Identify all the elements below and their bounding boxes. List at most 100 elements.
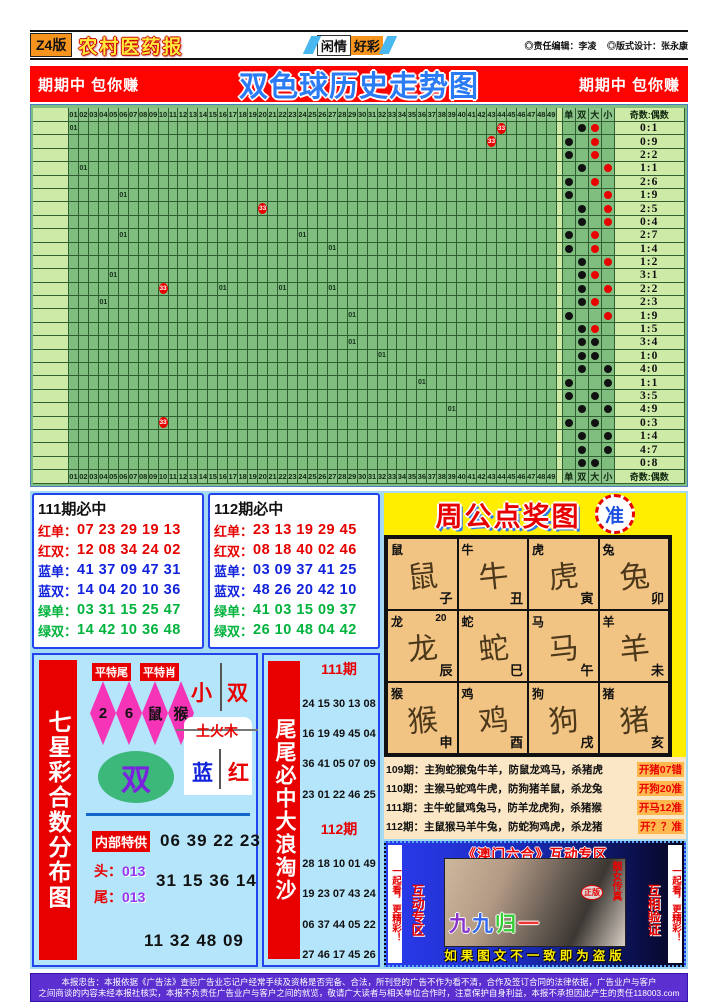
column-header: 22: [278, 470, 288, 485]
grid-cell: [297, 296, 308, 310]
diamond-item: 2: [90, 681, 116, 746]
grid-cell: [357, 175, 368, 189]
grid-cell: [397, 322, 408, 337]
separator-cell: [556, 188, 563, 203]
grid-cell: [238, 363, 249, 377]
grid-cell: [427, 202, 438, 216]
grid-cell: [248, 363, 259, 377]
grid-cell: [88, 443, 99, 457]
column-header: 25: [307, 108, 318, 122]
grid-cell: [496, 162, 507, 176]
grid-cell: [178, 429, 189, 444]
grid-cell: [238, 416, 249, 430]
grid-cell: [347, 255, 358, 270]
grid-cell: 01: [377, 349, 388, 364]
big-cell: [588, 162, 602, 176]
grid-cell: [198, 188, 209, 203]
grid-cell: [268, 376, 279, 390]
grid-cell: [347, 282, 358, 297]
grid-cell: [487, 443, 497, 457]
grid-cell: [228, 403, 239, 417]
column-header: 12: [178, 470, 189, 485]
grid-cell: [387, 376, 398, 390]
grid-cell: [98, 322, 109, 337]
grid-cell: [357, 363, 368, 377]
grid-cell: [148, 389, 159, 404]
ratio-cell: 0:8: [614, 456, 685, 471]
grid-cell: [467, 376, 478, 390]
grid-cell: [218, 269, 229, 283]
grid-cell: [278, 429, 288, 444]
parity-dot: [564, 191, 573, 200]
column-header: 24: [297, 470, 308, 485]
grid-cell: [118, 202, 129, 216]
column-header: 22: [278, 108, 288, 122]
grid-cell: [69, 255, 79, 270]
grid-cell: [387, 429, 398, 444]
grid-cell: [467, 309, 478, 323]
panel-row: 绿单： 41 03 15 09 37: [214, 600, 374, 620]
grid-cell: [88, 269, 99, 283]
grid-cell: [387, 269, 398, 283]
grid-cell: [496, 389, 507, 404]
grid-cell: [307, 215, 318, 230]
separator-cell: [556, 242, 563, 256]
grid-cell: [526, 376, 537, 390]
grid-cell: [407, 456, 418, 471]
grid-cell: [337, 162, 348, 176]
grid-cell: [357, 322, 368, 337]
row-label-cell: [33, 322, 69, 337]
grid-cell: [188, 336, 199, 350]
grid-cell: [78, 215, 89, 230]
grid-cell: [98, 269, 109, 283]
grid-cell: 01: [278, 282, 288, 297]
grid-cell: [297, 349, 308, 364]
photo-overlay-char: 九: [449, 913, 472, 937]
grid-cell: [516, 135, 527, 149]
row-label-cell: [33, 389, 69, 404]
grid-cell: [98, 242, 109, 256]
zodiac-animal-label: 蛇: [461, 615, 474, 630]
ratio-value: 1:1: [640, 162, 659, 175]
grid-cell: [467, 148, 478, 163]
grid-cell: [377, 416, 388, 430]
column-header: 46: [516, 108, 527, 122]
grid-cell: [168, 349, 179, 364]
grid-cell: [69, 429, 79, 444]
grid-cell: [258, 242, 269, 256]
grid-cell: [168, 403, 179, 417]
grid-cell: [417, 188, 428, 203]
grid-cell: [457, 175, 468, 189]
grid-cell: [138, 282, 149, 297]
grid-cell: [496, 175, 507, 189]
grid-cell: [148, 322, 159, 337]
grid-cell: [248, 376, 259, 390]
grid-cell: [188, 282, 199, 297]
grid-cell: [447, 336, 458, 350]
grid-cell: [297, 403, 308, 417]
zodiac-branch-label: 子: [439, 592, 453, 608]
zodiac-animal-label: 狗: [532, 687, 545, 702]
grid-cell: [487, 215, 497, 230]
grid-cell: [317, 296, 328, 310]
grid-cell: [367, 429, 378, 444]
zodiac-cell: 虎虎寅: [528, 538, 599, 611]
grid-cell: [228, 188, 239, 203]
column-header: 01: [69, 108, 79, 122]
grid-cell: [178, 229, 189, 243]
grid-cell: [78, 456, 89, 471]
grid-cell: [158, 255, 169, 270]
grid-cell: [297, 122, 308, 136]
grid-cell: [357, 309, 368, 323]
grid-cell: [447, 309, 458, 323]
grid-cell: [178, 175, 189, 189]
grid-data-row: 01 1:9: [33, 309, 685, 323]
grid-cell: [258, 363, 269, 377]
grid-cell: [98, 175, 109, 189]
grid-cell: [238, 269, 249, 283]
big-cell: [588, 135, 602, 149]
grid-cell: [287, 242, 298, 256]
column-header: 02: [78, 470, 89, 485]
grid-cell: [148, 376, 159, 390]
